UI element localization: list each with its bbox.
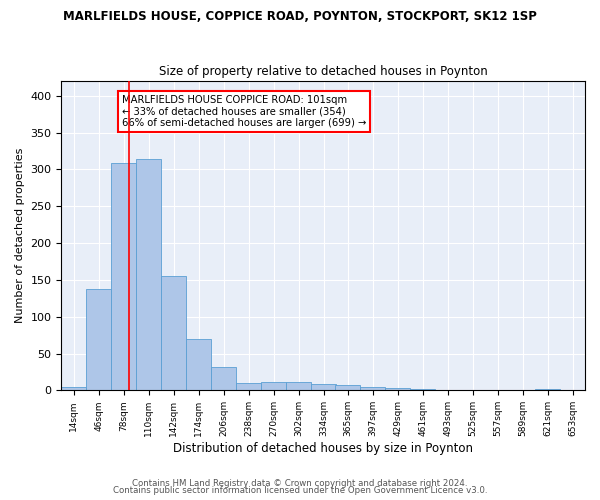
Text: MARLFIELDS HOUSE, COPPICE ROAD, POYNTON, STOCKPORT, SK12 1SP: MARLFIELDS HOUSE, COPPICE ROAD, POYNTON,…: [63, 10, 537, 23]
Bar: [61, 388, 86, 390]
X-axis label: Distribution of detached houses by size in Poynton: Distribution of detached houses by size …: [173, 442, 473, 455]
Bar: [161, 276, 186, 390]
Title: Size of property relative to detached houses in Poynton: Size of property relative to detached ho…: [159, 66, 488, 78]
Text: MARLFIELDS HOUSE COPPICE ROAD: 101sqm
← 33% of detached houses are smaller (354): MARLFIELDS HOUSE COPPICE ROAD: 101sqm ← …: [122, 95, 366, 128]
Bar: [261, 382, 286, 390]
Bar: [186, 339, 211, 390]
Bar: [335, 385, 360, 390]
Bar: [236, 383, 261, 390]
Bar: [535, 389, 560, 390]
Bar: [360, 388, 385, 390]
Bar: [286, 382, 311, 390]
Bar: [385, 388, 410, 390]
Bar: [410, 389, 435, 390]
Bar: [86, 290, 112, 390]
Bar: [211, 367, 236, 390]
Y-axis label: Number of detached properties: Number of detached properties: [15, 148, 25, 324]
Text: Contains HM Land Registry data © Crown copyright and database right 2024.: Contains HM Land Registry data © Crown c…: [132, 478, 468, 488]
Bar: [311, 384, 336, 390]
Text: Contains public sector information licensed under the Open Government Licence v3: Contains public sector information licen…: [113, 486, 487, 495]
Bar: [112, 163, 136, 390]
Bar: [136, 159, 161, 390]
